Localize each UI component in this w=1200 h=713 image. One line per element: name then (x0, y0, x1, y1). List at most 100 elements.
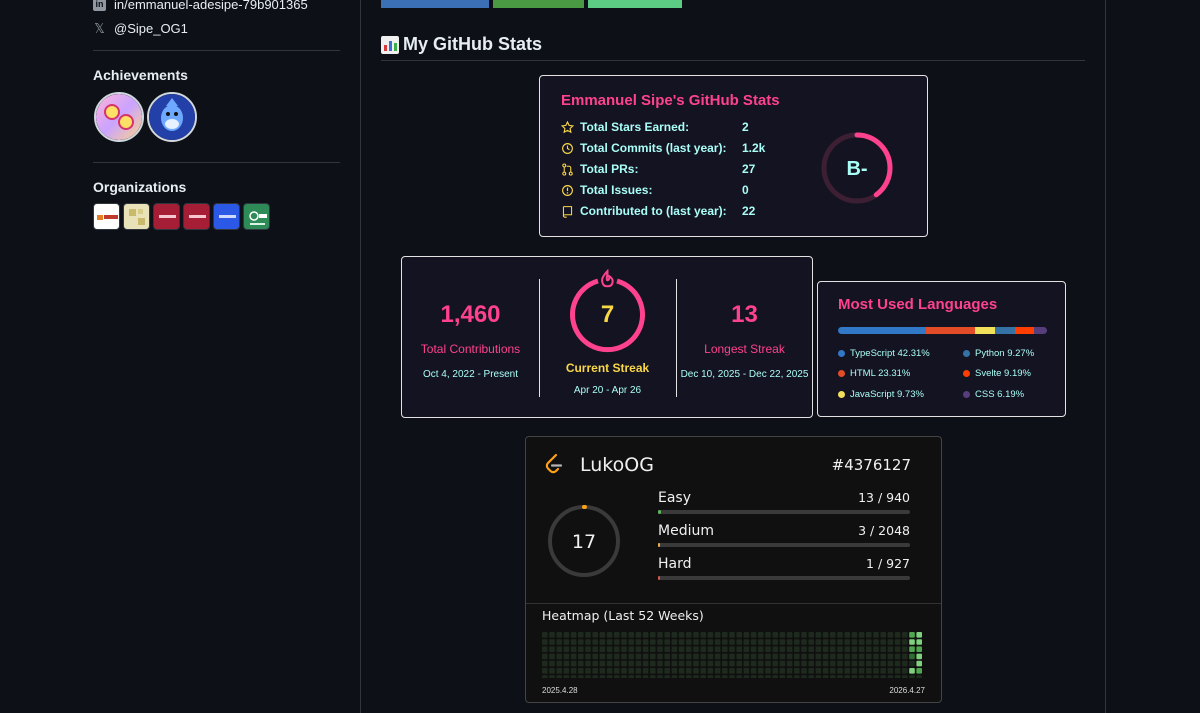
org-avatar[interactable] (213, 203, 240, 230)
linkedin-handle[interactable]: in/emmanuel-adesipe-79b901365 (114, 0, 308, 12)
heatmap-cell (794, 639, 800, 645)
org-avatar[interactable] (153, 203, 180, 230)
heatmap-cell (822, 646, 829, 652)
tech-badge[interactable] (493, 0, 584, 8)
heatmap-cell (686, 632, 692, 638)
org-avatar[interactable] (183, 203, 210, 230)
heatmap-cell (815, 668, 822, 674)
heatmap-cell (786, 660, 793, 667)
heatmap-cell (642, 668, 649, 674)
tech-badge[interactable] (588, 0, 682, 8)
heatmap-cell (729, 646, 735, 652)
heatmap-cell (736, 660, 742, 667)
org-avatar[interactable] (93, 203, 120, 230)
linkedin-link[interactable]: in in/emmanuel-adesipe-79b901365 (93, 0, 308, 14)
tech-badge[interactable] (381, 0, 489, 8)
heatmap-cell (808, 675, 814, 678)
difficulty-medium: Medium 3 / 2048 (658, 523, 910, 547)
top-languages-card[interactable]: Most Used Languages TypeScript 42.31% Py… (817, 281, 1066, 417)
heatmap-cell (736, 646, 742, 652)
stat-row: Total Issues: 0 (560, 183, 749, 197)
heatmap-cell (894, 675, 901, 678)
heatmap-cell (657, 668, 663, 674)
heatmap-cell (635, 639, 642, 645)
heatmap-cell (902, 646, 908, 652)
heatmap-cell (758, 653, 764, 660)
rank-circle: B- (821, 132, 893, 204)
heatmap-cell (844, 646, 850, 652)
twitter-link[interactable]: 𝕏 @Sipe_OG1 (93, 18, 188, 38)
leetcode-username: LukoOG (580, 454, 654, 476)
heatmap-cell (729, 632, 735, 638)
heatmap-cell (909, 639, 915, 645)
heatmap-cell (700, 660, 706, 667)
heatmap-cell (650, 660, 656, 667)
heatmap-cell (815, 632, 822, 638)
heatmap-cell (765, 660, 771, 667)
heatmap-cell (542, 668, 548, 674)
heatmap-cell (758, 646, 764, 652)
difficulty-name: Easy (658, 490, 692, 506)
heatmap-cell (837, 675, 843, 678)
heatmap-cell (578, 632, 584, 638)
heatmap-cell (894, 632, 901, 638)
heatmap-cell (671, 632, 678, 638)
heatmap-cell (686, 653, 692, 660)
heatmap-cell (570, 653, 577, 660)
heatmap-cell (585, 675, 591, 678)
heatmap-cell (606, 653, 613, 660)
heatmap-cell (628, 668, 634, 674)
heatmap-cell (570, 646, 577, 652)
difficulty-fill (658, 543, 661, 547)
heatmap-cell (664, 646, 670, 652)
column-divider (360, 0, 361, 713)
solved-ring-progress (548, 505, 620, 577)
difficulty-track (658, 543, 910, 547)
heatmap-cell (556, 668, 562, 674)
heatmap-cell (772, 646, 778, 652)
org-avatar[interactable] (243, 203, 270, 230)
heatmap-cell (844, 653, 850, 660)
heatmap-cell (902, 668, 908, 674)
heatmap-cell (743, 668, 750, 674)
heatmap-cell (678, 646, 685, 652)
heatmap-start-date: 2025.4.28 (542, 686, 578, 695)
heatmap-cell (614, 639, 620, 645)
heatmap-cell (635, 660, 642, 667)
heatmap-cell (585, 653, 591, 660)
heatmap-cell (657, 639, 663, 645)
github-stats-heading: My GitHub Stats (381, 34, 1085, 61)
streak-stats-card[interactable]: 1,460 Total Contributions Oct 4, 2022 - … (401, 256, 813, 418)
leetcode-logo-icon (545, 453, 563, 474)
heatmap-cell (779, 632, 786, 638)
x-icon: 𝕏 (94, 20, 105, 36)
heatmap-cell (894, 639, 901, 645)
heatmap-cell (873, 660, 879, 667)
org-avatar[interactable] (123, 203, 150, 230)
stat-value: 22 (742, 204, 756, 218)
stat-label: Total Commits (last year): (580, 141, 727, 155)
heatmap-cell (729, 660, 735, 667)
heatmap-cell (707, 646, 714, 652)
current-streak-label: Current Streak (565, 361, 650, 375)
heatmap-cell (858, 653, 865, 660)
heatmap-cell (664, 653, 670, 660)
achievement-badge-pull-shark[interactable] (147, 92, 197, 142)
heatmap-cell (858, 668, 865, 674)
heatmap-cell (578, 660, 584, 667)
heatmap-cell (693, 675, 699, 678)
history-icon (560, 141, 574, 155)
heatmap-cell (887, 646, 894, 652)
heatmap-cell (765, 653, 771, 660)
heatmap-cell (628, 653, 634, 660)
leetcode-card[interactable]: LukoOG #4376127 17 Easy 13 / 940 Medium 3 … (525, 436, 942, 703)
heatmap-cell (765, 646, 771, 652)
github-stats-card[interactable]: Emmanuel Sipe's GitHub Stats Total Stars… (539, 75, 928, 237)
heatmap-cell (786, 632, 793, 638)
language-label: Python 9.27% (975, 348, 1035, 359)
heatmap-cell (563, 653, 570, 660)
heatmap-cell (894, 668, 901, 674)
organizations-list (93, 203, 270, 230)
achievement-badge-yolo[interactable] (94, 92, 144, 142)
twitter-handle[interactable]: @Sipe_OG1 (114, 20, 188, 36)
